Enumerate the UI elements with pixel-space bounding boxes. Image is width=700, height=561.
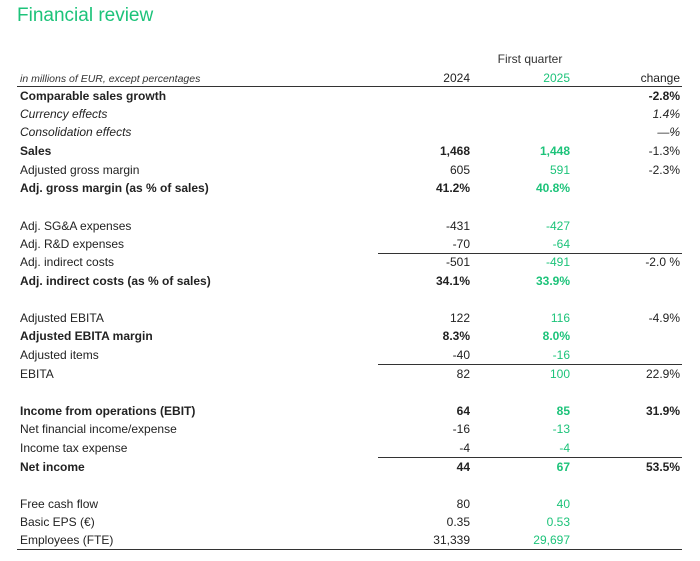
value-2025: 591 <box>549 163 570 177</box>
value-2024: -16 <box>452 422 470 436</box>
value-change: 31.9% <box>645 404 680 418</box>
subtotal-divider <box>378 253 682 254</box>
table-row: Adjusted items -40 -16 <box>17 346 682 364</box>
value-2025: -64 <box>552 237 570 251</box>
value-2025: 1,448 <box>539 144 570 158</box>
row-label: Adj. indirect costs <box>20 255 115 269</box>
header-divider <box>17 86 682 87</box>
row-label: Adj. gross margin (as % of sales) <box>20 181 209 195</box>
value-2025: 85 <box>556 404 570 418</box>
value-2024: -40 <box>452 348 470 362</box>
value-2024: 605 <box>449 163 470 177</box>
value-2025: -4 <box>559 441 570 455</box>
table-row: Adj. indirect costs -501 -491 -2.0 % <box>17 253 682 271</box>
row-label: Adj. R&D expenses <box>20 237 125 251</box>
table-bottom-border <box>17 549 682 550</box>
value-change: -2.3% <box>648 163 680 177</box>
value-2025: 29,697 <box>533 533 570 547</box>
value-change: -4.9% <box>648 311 680 325</box>
value-change: -2.0 % <box>645 255 680 269</box>
table-row: Adjusted EBITA margin 8.3% 8.0% <box>17 327 682 345</box>
value-2025: 0.53 <box>546 515 570 529</box>
value-change: 22.9% <box>645 367 680 381</box>
value-2024: 64 <box>456 404 470 418</box>
row-label: Currency effects <box>20 107 108 121</box>
value-2024: 31,339 <box>433 533 470 547</box>
value-2025: 40 <box>556 497 570 511</box>
row-label: Income tax expense <box>20 441 128 455</box>
value-change: 1.4% <box>652 107 680 121</box>
table-row: Sales 1,468 1,448 -1.3% <box>17 142 682 160</box>
period-header: First quarter <box>497 52 563 66</box>
year-2025-header: 2025 <box>543 71 570 85</box>
value-2024: -70 <box>452 237 470 251</box>
table-row: Comparable sales growth -2.8% <box>17 87 682 105</box>
value-2025: 67 <box>556 460 570 474</box>
table-row: Adj. indirect costs (as % of sales) 34.1… <box>17 272 682 290</box>
row-label: Basic EPS (€) <box>20 515 95 529</box>
page-title: Financial review <box>17 5 154 26</box>
value-2025: -13 <box>552 422 570 436</box>
row-label: Adjusted EBITA <box>20 311 104 325</box>
row-label: Consolidation effects <box>20 125 132 139</box>
change-header: change <box>640 71 680 85</box>
row-label: Income from operations (EBIT) <box>20 404 196 418</box>
table-row: Free cash flow 80 40 <box>17 495 682 513</box>
value-2025: -491 <box>545 255 570 269</box>
value-2025: -427 <box>545 219 570 233</box>
row-label: EBITA <box>20 367 54 381</box>
row-label: Adj. SG&A expenses <box>20 219 132 233</box>
value-change: -1.3% <box>648 144 680 158</box>
value-2025: 40.8% <box>535 181 570 195</box>
row-label: Net financial income/expense <box>20 422 177 436</box>
table-row: Adj. SG&A expenses -431 -427 <box>17 217 682 235</box>
value-2024: -431 <box>445 219 470 233</box>
row-label: Comparable sales growth <box>20 89 167 103</box>
value-2025: 8.0% <box>542 329 570 343</box>
row-label: Adjusted EBITA margin <box>20 329 153 343</box>
table-row: Net financial income/expense -16 -13 <box>17 420 682 438</box>
value-2024: 0.35 <box>446 515 470 529</box>
value-change: -2.8% <box>648 89 680 103</box>
value-2024: 82 <box>456 367 470 381</box>
row-label: Adj. indirect costs (as % of sales) <box>20 274 211 288</box>
table-row: Adj. R&D expenses -70 -64 <box>17 235 682 253</box>
value-2025: 33.9% <box>535 274 570 288</box>
value-2024: 122 <box>449 311 470 325</box>
year-2024-header: 2024 <box>443 71 470 85</box>
subtotal-divider <box>378 364 682 365</box>
table-row: Employees (FTE) 31,339 29,697 <box>17 531 682 549</box>
table-row: Currency effects 1.4% <box>17 105 682 123</box>
value-2024: 44 <box>456 460 470 474</box>
row-label: Free cash flow <box>20 497 99 511</box>
value-change: 53.5% <box>645 460 680 474</box>
value-2024: 8.3% <box>442 329 470 343</box>
table-row: Net income 44 67 53.5% <box>17 458 682 476</box>
row-label: Net income <box>20 460 85 474</box>
row-label: Adjusted gross margin <box>20 163 140 177</box>
row-label: Adjusted items <box>20 348 99 362</box>
value-change: —% <box>657 125 680 139</box>
subtotal-divider <box>378 457 682 458</box>
value-2025: -16 <box>552 348 570 362</box>
value-2024: -501 <box>445 255 470 269</box>
table-row: Income tax expense -4 -4 <box>17 439 682 457</box>
row-label: Sales <box>20 144 52 158</box>
value-2024: 34.1% <box>435 274 470 288</box>
table-row: Adj. gross margin (as % of sales) 41.2% … <box>17 179 682 197</box>
table-row: Income from operations (EBIT) 64 85 31.9… <box>17 402 682 420</box>
table-row: Adjusted EBITA 122 116 -4.9% <box>17 309 682 327</box>
row-label: Employees (FTE) <box>20 533 114 547</box>
value-2024: 41.2% <box>435 181 470 195</box>
value-2024: -4 <box>459 441 470 455</box>
table-row: EBITA 82 100 22.9% <box>17 365 682 383</box>
value-2024: 1,468 <box>439 144 470 158</box>
table-row: Adjusted gross margin 605 591 -2.3% <box>17 161 682 179</box>
table-row: Basic EPS (€) 0.35 0.53 <box>17 513 682 531</box>
units-label: in millions of EUR, except percentages <box>20 73 201 85</box>
value-2024: 80 <box>456 497 470 511</box>
value-2025: 100 <box>549 367 570 381</box>
value-2025: 116 <box>550 311 570 325</box>
table-row: Consolidation effects —% <box>17 123 682 141</box>
